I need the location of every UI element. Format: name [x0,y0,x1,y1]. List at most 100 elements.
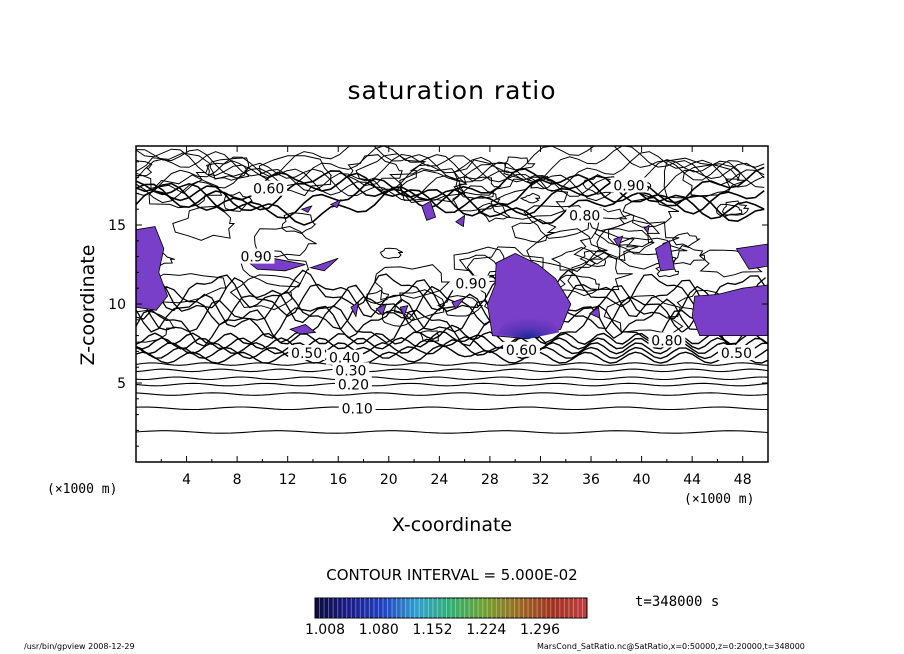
contour-label-bg [566,207,604,223]
contour-loop [148,174,223,209]
contour-loop [567,252,633,292]
contour-label: 0.90 [613,179,644,195]
x-tick-label: 36 [582,472,600,488]
contour-label-bg [610,177,648,193]
contour-label: 0.80 [569,209,600,225]
contour-line [136,430,768,434]
x-axis-ticks: 4 8 12 16 20 24 28 32 36 40 44 48 [160,146,752,488]
colorbar [314,597,588,619]
contour-label: 0.90 [455,276,486,292]
contour-loop [379,247,404,260]
contour-loop [229,274,302,311]
contour-loop [366,289,390,305]
supersaturated-region [136,226,169,311]
contour-loop [136,159,153,177]
y-axis-label: Z-coordinate [77,244,99,366]
contour-loop [490,179,569,220]
contour-line [136,376,768,381]
stable-layer-contours [136,324,768,434]
colorbar-tick-label: 1.008 [304,622,346,638]
contour-label-bg [237,248,275,264]
contour-loop [205,160,250,181]
supersaturated-regions [136,198,768,340]
supersaturated-region [691,284,768,336]
supersaturated-region [300,205,313,213]
contour-label-bg [250,180,288,196]
supersaturated-region [375,303,387,316]
x-tick-label: 44 [683,472,701,488]
contour-label-bg [338,400,376,416]
contour-loop [579,250,610,268]
contour-line [136,382,768,387]
colorbar-tick-label: 1.152 [412,622,453,638]
supersaturated-region [455,214,466,228]
contour-label: 0.80 [651,333,682,349]
x-tick-label: 28 [481,472,499,488]
contour-loop [477,202,511,223]
contour-label: 0.60 [506,343,537,359]
contour-loop [258,155,333,197]
footer-program-date: /usr/bin/gpview 2008-12-29 [24,642,135,651]
contour-loop [253,225,317,258]
contour-interval-label: CONTOUR INTERVAL = 5.000E-02 [326,566,578,584]
x-tick-label: 12 [279,472,297,488]
contour-loop [603,294,684,335]
y-tick-label: 5 [117,376,126,392]
contour-loop [573,228,639,265]
contour-loop [596,228,655,259]
contour-loop [519,192,541,204]
supersaturated-region [643,224,650,234]
contour-loop [419,330,441,343]
colorbar-tick-label: 1.224 [466,622,507,638]
contour-loop [511,218,557,243]
contour-loop [672,232,701,248]
colorbar-tick-label: 1.080 [358,622,399,638]
supersaturated-core [497,310,560,339]
x-tick-label: 4 [182,472,191,488]
x-tick-label: 8 [233,472,242,488]
contour-line [136,156,765,197]
contour-label-bg [326,349,363,365]
contour-label-bg [503,341,540,357]
supersaturated-region [350,301,360,318]
contour-loop [393,289,446,322]
x-tick-label: 16 [329,472,347,488]
supersaturated-region [655,240,675,272]
contour-loop [239,249,310,288]
contour-label-bg [452,275,490,291]
contour-label: 0.90 [240,250,271,266]
contour-loop [504,156,536,171]
contour-label-bg [648,332,686,348]
contour-line [136,362,768,366]
contour-loop [347,154,403,187]
supersaturated-region [613,235,624,249]
contour-loop [715,203,743,217]
contour-label: 0.10 [342,401,373,417]
contour-loop [399,169,461,204]
colorbar-tick-label: 1.296 [519,622,561,638]
contour-line [136,146,765,187]
x-tick-label: 40 [633,472,651,488]
contour-line [136,151,765,192]
chart-title: saturation ratio [347,76,557,105]
contour-labels: 0.10 0.200.300.40 0.50 0.50 0.60 0.60 0.80 0.80… [237,177,755,417]
contour-line [136,166,765,210]
x-tick-label: 32 [532,472,550,488]
contour-line [136,392,768,396]
contour-line [136,339,768,360]
contour-label-bg [718,344,755,360]
contour-line [136,284,767,326]
supersaturated-region [399,305,409,318]
contour-label-bg [335,376,372,392]
contour-label: 0.20 [338,378,369,394]
supersaturated-region [329,198,342,209]
contour-line [136,291,766,334]
contour-loop [281,212,317,234]
supersaturated-region [308,257,339,272]
contour-line [136,269,767,312]
contour-label-bg [288,344,326,360]
contour-loop [594,214,661,248]
contour-line [136,345,768,364]
contour-label: 0.50 [291,346,322,362]
